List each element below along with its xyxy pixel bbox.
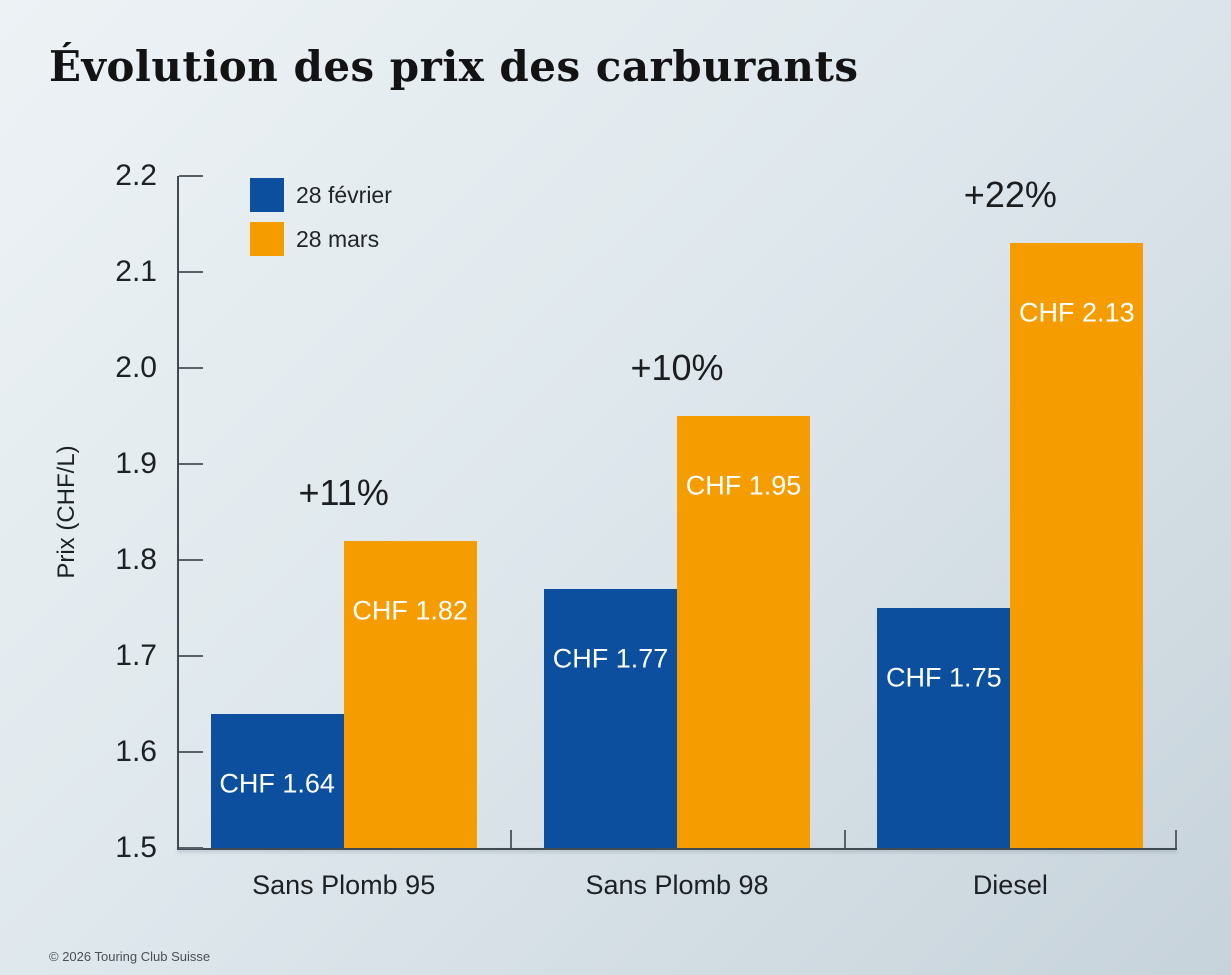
y-tick	[179, 559, 203, 561]
y-tick-label: 1.8	[115, 543, 157, 576]
x-tick	[1175, 830, 1177, 848]
bar-march	[343, 540, 477, 848]
y-tick-label: 1.9	[115, 447, 157, 480]
y-tick-label: 1.6	[115, 735, 157, 768]
legend-item-february: 28 février	[250, 178, 392, 212]
bar-value-label: CHF 1.95	[685, 470, 802, 501]
legend-label-february: 28 février	[296, 181, 392, 208]
y-tick	[179, 655, 203, 657]
y-tick	[179, 751, 203, 753]
y-tick-label: 2.0	[115, 351, 157, 384]
y-tick	[179, 463, 203, 465]
legend-item-march: 28 mars	[250, 222, 392, 256]
y-tick-label: 2.1	[115, 255, 157, 288]
plot-area: Prix (CHF/L) 2.2 2.1 2.0 1.9 1.8 1.7 1.6 1.5 CHF…	[53, 159, 1177, 900]
legend-swatch-february	[250, 178, 284, 212]
bar-value-label: CHF 2.13	[1019, 297, 1135, 328]
x-tick	[843, 830, 846, 848]
legend: 28 février 28 mars	[250, 178, 392, 266]
y-tick	[179, 847, 203, 849]
bar-march	[677, 416, 810, 848]
legend-label-march: 28 mars	[296, 225, 380, 252]
x-tick	[510, 830, 513, 848]
y-tick-label: 2.2	[115, 159, 157, 192]
category-label: Sans Plomb 98	[585, 870, 769, 900]
bar-value-label: CHF 1.64	[219, 768, 335, 799]
category-label: Diesel	[972, 870, 1048, 900]
y-axis-line	[177, 176, 179, 850]
bar-value-label: CHF 1.82	[352, 595, 468, 626]
y-tick	[179, 367, 203, 369]
category-label: Sans Plomb 95	[252, 870, 436, 900]
bar-value-label: CHF 1.75	[886, 662, 1002, 693]
bar-value-label: CHF 1.77	[552, 643, 669, 674]
y-tick-label: 1.5	[115, 831, 157, 864]
x-axis-line	[177, 848, 1177, 850]
percent-annotation: +10%	[630, 347, 724, 388]
bar-february	[544, 588, 677, 848]
legend-swatch-march	[250, 222, 284, 256]
chart-title: Évolution des prix des carburants	[49, 42, 859, 91]
percent-annotation: +22%	[963, 174, 1057, 216]
y-tick	[179, 271, 203, 273]
bar-march	[1010, 243, 1144, 848]
footer-copyright: © 2026 Touring Club Suisse	[49, 949, 211, 964]
bar-february	[210, 713, 344, 848]
y-tick	[179, 175, 203, 177]
bar-february	[877, 608, 1011, 848]
percent-annotation: +11%	[298, 471, 389, 513]
y-tick-label: 1.7	[115, 639, 157, 672]
